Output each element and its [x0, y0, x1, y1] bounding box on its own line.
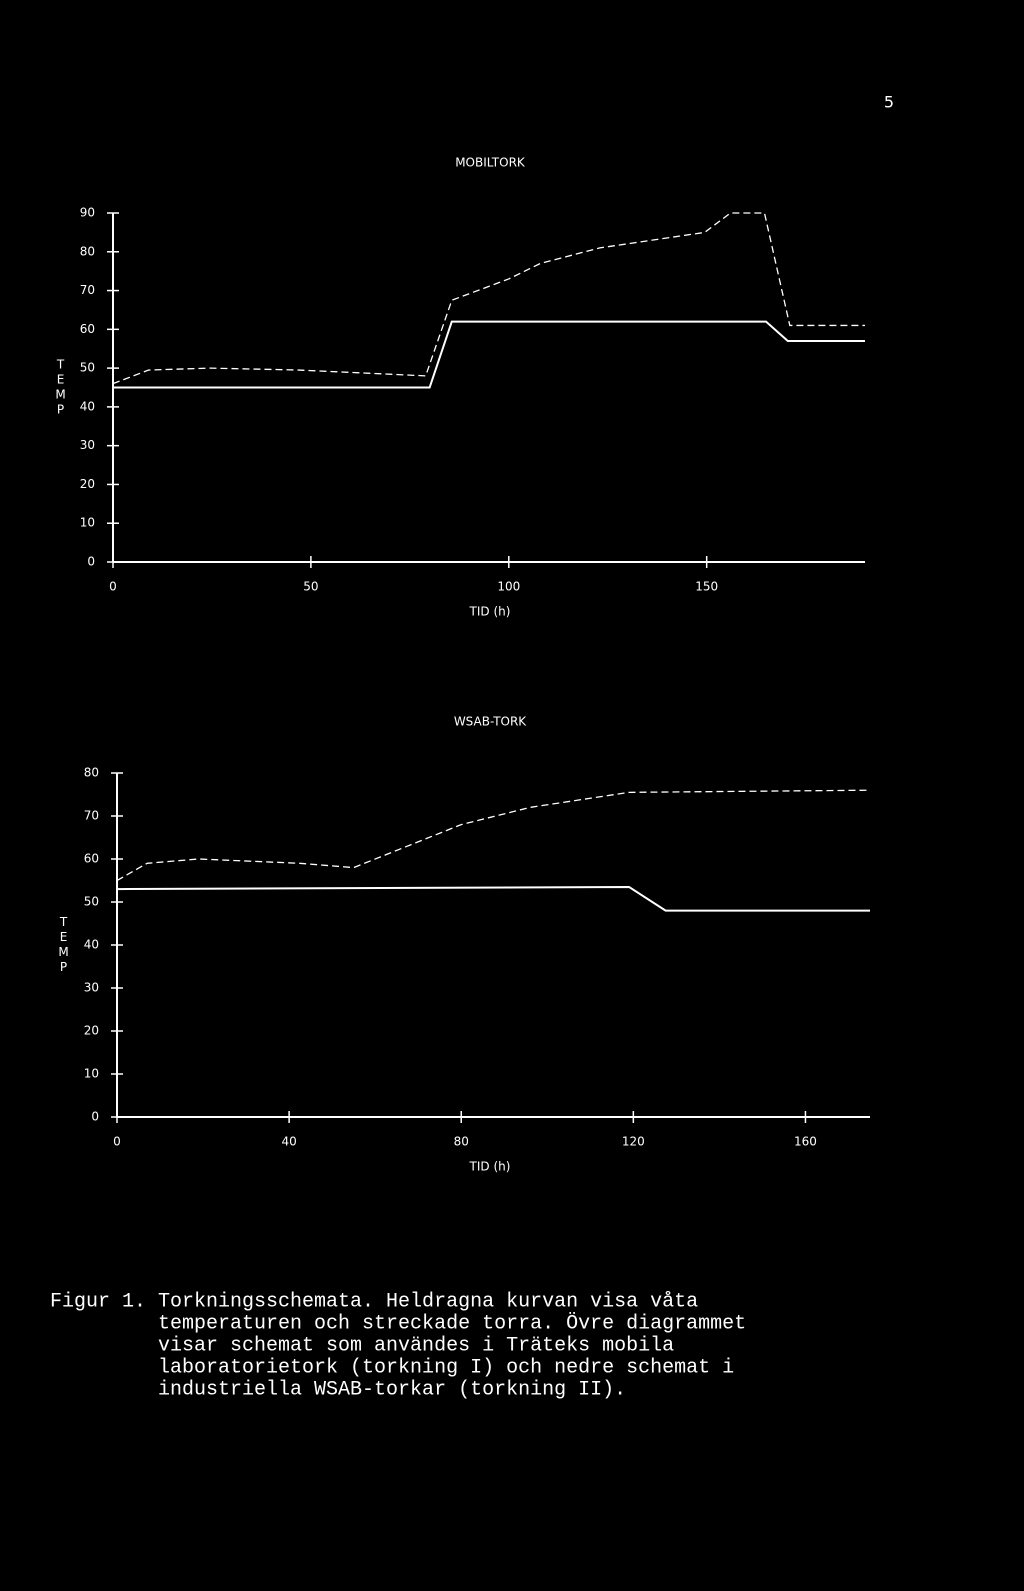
y-tick-label: 0: [87, 555, 95, 569]
y-axis-label: TEMP: [54, 358, 68, 418]
chart-title: MOBILTORK: [455, 156, 526, 170]
y-tick-label: 40: [80, 399, 95, 413]
y-tick-label: 90: [80, 206, 95, 220]
y-tick-label: 10: [80, 516, 95, 530]
y-tick-label: 80: [84, 766, 99, 780]
x-tick-label: 100: [497, 580, 520, 594]
x-tick-label: 160: [794, 1135, 817, 1149]
y-tick-label: 20: [80, 477, 95, 491]
caption-line: visar schemat som användes i Träteks mob…: [50, 1334, 674, 1357]
y-tick-label: 50: [80, 361, 95, 375]
x-tick-label: 80: [454, 1135, 469, 1149]
y-tick-label: 40: [84, 938, 99, 952]
y-tick-label: 80: [80, 244, 95, 258]
page-number: 5: [884, 93, 894, 112]
x-tick-label: 0: [109, 580, 117, 594]
x-tick-label: 40: [281, 1135, 296, 1149]
chart-title: WSAB-TORK: [454, 715, 527, 729]
caption-line: Figur 1. Torkningsschemata. Heldragna ku…: [50, 1290, 698, 1313]
caption-line: industriella WSAB-torkar (torkning II).: [50, 1378, 626, 1401]
y-tick-label: 0: [91, 1110, 99, 1124]
y-tick-label: 70: [80, 283, 95, 297]
y-tick-label: 60: [84, 852, 99, 866]
y-tick-label: 30: [80, 438, 95, 452]
data-line: [112, 212, 865, 385]
x-tick-label: 120: [622, 1135, 645, 1149]
data-line: [113, 320, 865, 389]
x-axis-label: TID (h): [469, 605, 511, 619]
data-line: [116, 789, 871, 882]
x-axis-label: TID (h): [469, 1160, 511, 1174]
y-axis-label: TEMP: [57, 915, 71, 975]
x-tick-label: 50: [303, 580, 318, 594]
x-tick-label: 0: [113, 1135, 121, 1149]
y-tick-label: 70: [84, 809, 99, 823]
y-tick-label: 60: [80, 322, 95, 336]
y-tick-label: 50: [84, 895, 99, 909]
y-tick-label: 20: [84, 1024, 99, 1038]
x-tick-label: 150: [695, 580, 718, 594]
caption-line: temperaturen och streckade torra. Övre d…: [50, 1311, 746, 1335]
data-line: [116, 885, 870, 912]
y-tick-label: 30: [84, 981, 99, 995]
y-tick-label: 10: [84, 1067, 99, 1081]
caption-line: laboratorietork (torkning I) och nedre s…: [50, 1356, 734, 1379]
